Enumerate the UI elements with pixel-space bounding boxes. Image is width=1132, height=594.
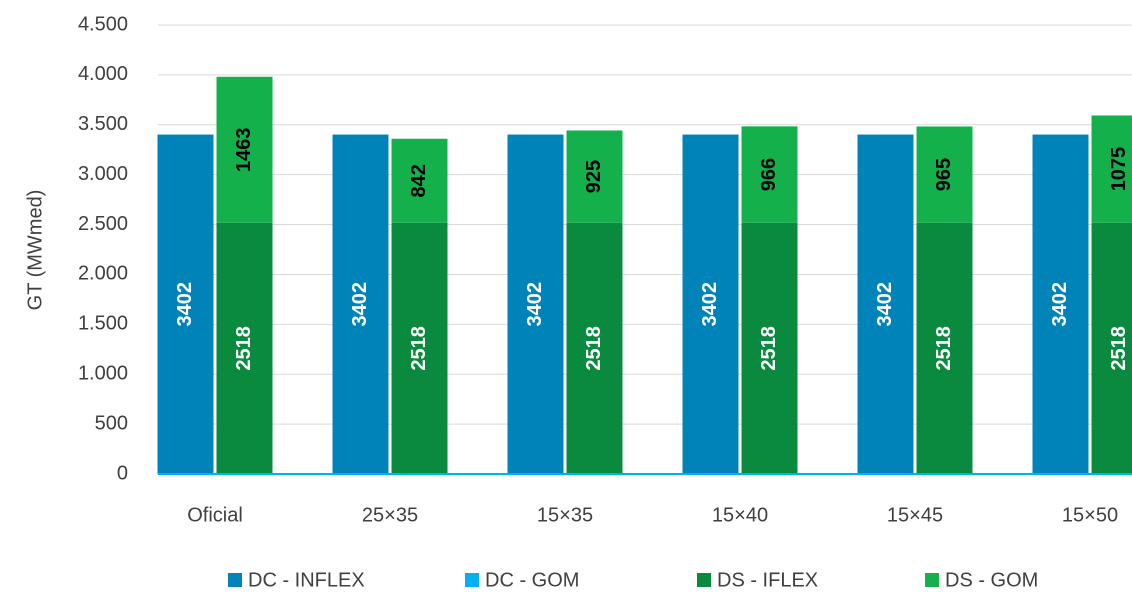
bar [216, 222, 273, 474]
bar [566, 222, 623, 474]
bar [857, 134, 914, 474]
legend-swatch [228, 573, 242, 587]
y-tick-label: 0 [117, 462, 128, 484]
value-label: 2518 [233, 326, 255, 371]
y-tick-label: 2.000 [78, 263, 128, 285]
y-tick-label: 2.500 [78, 213, 128, 235]
value-label: 925 [583, 160, 605, 193]
value-label: 965 [933, 158, 955, 191]
bar [216, 76, 273, 223]
value-label: 1075 [1108, 147, 1130, 192]
value-label: 2518 [933, 326, 955, 371]
legend-swatch [925, 573, 939, 587]
y-tick-label: 4.000 [78, 63, 128, 85]
bar [391, 222, 448, 474]
x-tick-label: 15×35 [537, 504, 593, 526]
bar [507, 134, 564, 474]
y-tick-label: 500 [95, 412, 128, 434]
value-label: 3402 [349, 282, 371, 327]
legend-swatch [465, 573, 479, 587]
y-tick-label: 1.500 [78, 313, 128, 335]
y-tick-label: 3.000 [78, 163, 128, 185]
value-label: 842 [408, 164, 430, 197]
bar [741, 126, 798, 223]
bar [741, 222, 798, 474]
y-tick-label: 3.500 [78, 113, 128, 135]
value-label: 3402 [174, 282, 196, 327]
legend-label: DS - GOM [945, 569, 1038, 591]
bar [916, 222, 973, 474]
bar [682, 134, 739, 474]
x-tick-label: Oficial [187, 504, 243, 526]
bar [1032, 134, 1089, 474]
bar [1091, 115, 1132, 223]
x-tick-label: 15×50 [1062, 504, 1118, 526]
value-label: 3402 [1049, 282, 1071, 327]
value-label: 2518 [408, 326, 430, 371]
legend-label: DC - GOM [485, 569, 579, 591]
x-tick-label: 25×35 [362, 504, 418, 526]
y-axis-label: GT (MWmed) [24, 190, 46, 311]
bar [157, 134, 214, 474]
legend-swatch [697, 573, 711, 587]
y-tick-label: 4.500 [78, 13, 128, 35]
legend-label: DS - IFLEX [717, 569, 818, 591]
value-label: 3402 [874, 282, 896, 327]
bar [391, 138, 448, 223]
value-label: 966 [758, 158, 780, 191]
value-label: 1463 [233, 128, 255, 173]
value-label: 2518 [583, 326, 605, 371]
bar [332, 134, 389, 474]
value-label: 2518 [758, 326, 780, 371]
value-label: 3402 [524, 282, 546, 327]
bar [566, 130, 623, 223]
bar [916, 126, 973, 223]
value-label: 2518 [1108, 326, 1130, 371]
x-tick-label: 15×45 [887, 504, 943, 526]
value-label: 3402 [699, 282, 721, 327]
x-tick-label: 15×40 [712, 504, 768, 526]
y-tick-label: 1.000 [78, 363, 128, 385]
legend-label: DC - INFLEX [248, 569, 365, 591]
bar [1091, 222, 1132, 474]
